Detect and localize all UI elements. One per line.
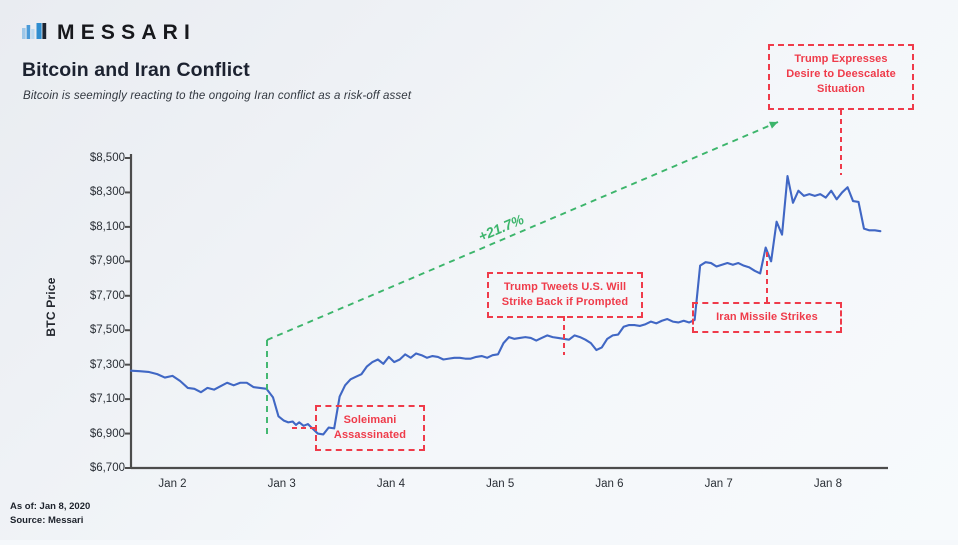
y-tick-label: $8,100 xyxy=(89,220,125,233)
y-tick-label: $8,500 xyxy=(89,152,125,164)
annotation-callout-iran-missile: Iran Missile Strikes xyxy=(692,302,842,333)
annotation-text-line: Assassinated xyxy=(333,429,407,441)
x-tick-label: Jan 8 xyxy=(813,478,842,490)
annotation-text-line: Iran Missile Strikes xyxy=(716,311,818,323)
annotation-text-line: Strike Back if Prompted xyxy=(501,296,629,308)
source-label: Source: Messari xyxy=(10,515,84,526)
annotation-text-line: Desire to Deescalate xyxy=(786,68,896,80)
y-tick-label: $7,700 xyxy=(89,289,125,302)
y-tick-label: $6,900 xyxy=(89,427,125,440)
x-tick-label: Jan 6 xyxy=(595,478,624,490)
x-tick-label: Jan 2 xyxy=(158,478,187,490)
y-tick-label: $7,900 xyxy=(89,255,125,268)
x-tick-label: Jan 5 xyxy=(486,478,515,490)
annotation-callout-soleimani: Soleimani Assassinated xyxy=(315,405,425,451)
y-axis-label: BTC Price xyxy=(44,277,58,337)
annotation-text-line: Trump Expresses xyxy=(794,53,888,65)
annotation-callout-trump-tweets: Trump Tweets U.S. Will Strike Back if Pro… xyxy=(487,272,643,318)
page-subtitle: Bitcoin is seemingly reacting to the ong… xyxy=(23,90,412,102)
as-of-label: As of: Jan 8, 2020 xyxy=(10,501,91,512)
y-tick-label: $7,500 xyxy=(89,324,125,337)
footnotes: As of: Jan 8, 2020 Source: Messari xyxy=(10,500,90,528)
annotation-text-line: Soleimani xyxy=(343,414,397,426)
y-tick-label: $8,300 xyxy=(89,186,125,199)
messari-bars-logo-icon xyxy=(22,22,47,39)
annotation-text-line: Situation xyxy=(817,83,865,95)
page-title: Bitcoin and Iran Conflict xyxy=(22,59,250,81)
brand-name: MESSARI xyxy=(57,21,197,44)
y-tick-label: $6,700 xyxy=(89,462,125,474)
x-tick-label: Jan 4 xyxy=(376,478,406,490)
y-tick-label: $7,100 xyxy=(89,393,125,406)
y-tick-label: $7,300 xyxy=(89,358,125,371)
trend-dashed-line xyxy=(266,121,779,341)
annotation-text-line: Trump Tweets U.S. Will xyxy=(503,281,627,293)
trend-arrowhead xyxy=(769,121,778,129)
annotation-callout-trump-deescalate: Trump Expresses Desire to Deescalate Situa… xyxy=(768,44,914,110)
x-tick-label: Jan 3 xyxy=(267,478,296,490)
price-line xyxy=(129,175,882,436)
x-tick-label: Jan 7 xyxy=(704,478,733,490)
messari-logo: MESSARI xyxy=(22,22,196,43)
